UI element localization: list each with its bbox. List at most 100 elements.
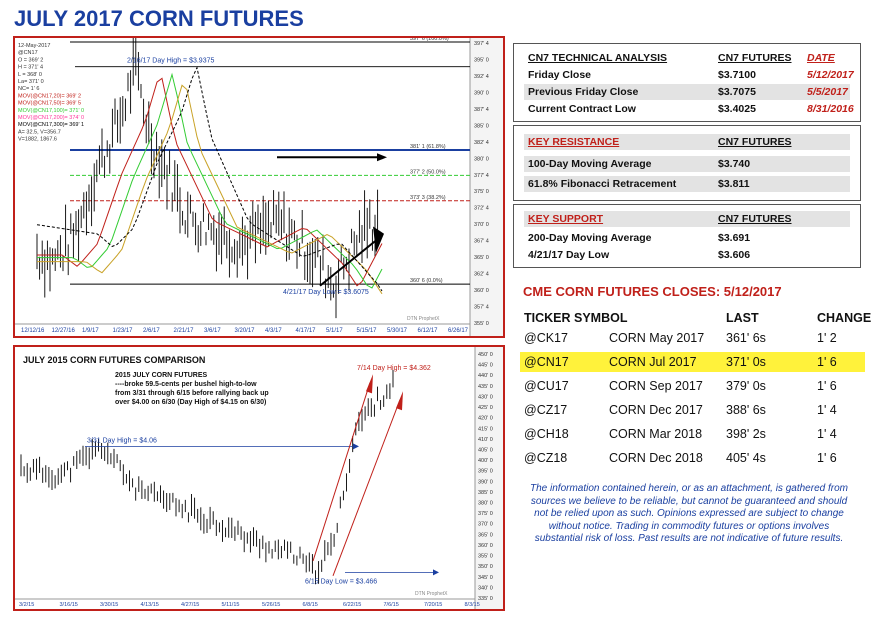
change-cell: 1' 4	[817, 427, 837, 441]
resistance-row: 100-Day Moving Average $3.740	[524, 156, 850, 172]
change-cell: 1' 6	[817, 355, 837, 369]
x-tick-label: 12/27/16	[52, 328, 76, 334]
tech-header-date: DATE	[807, 52, 835, 64]
y-tick-label: 405' 0	[478, 447, 493, 453]
last-cell: 371' 0s	[726, 355, 766, 369]
chart1-marks: 397' 4 395' 0 392' 4 390' 0 387' 4 385' 0 382'…	[15, 38, 503, 336]
support-row-value: $3.691	[718, 232, 751, 244]
low615-arrow	[433, 569, 439, 576]
y-tick-label: 410' 0	[478, 437, 493, 443]
channel-lower	[332, 399, 401, 576]
high331-annotation: 3/31 Day High = $4.06	[87, 437, 157, 444]
low-annotation: 4/21/17 Day Low = $3.6075	[283, 289, 369, 296]
key-support-panel: KEY SUPPORT CN7 FUTURES 200-Day Moving A…	[513, 204, 861, 268]
fib-label: 397' 6 (100.0%)	[410, 38, 449, 42]
support-row-value: $3.606	[718, 249, 751, 261]
y-tick-label: 385' 0	[474, 123, 489, 129]
x-tick-label: 3/30/15	[100, 602, 118, 608]
y-tick-label: 360' 0	[474, 288, 489, 294]
y-tick-label: 350' 0	[478, 564, 493, 570]
resistance-row-value: $3.811	[718, 178, 750, 190]
tech-row-date: 5/5/2017	[807, 86, 848, 98]
y-tick-label: 365' 0	[474, 255, 489, 261]
last-cell: 379' 0s	[726, 379, 766, 393]
low615-annotation: 6/15 Day Low = $3.466	[305, 578, 377, 585]
x-tick-label: 5/11/15	[222, 602, 240, 608]
ticker-cell: @CH18	[524, 427, 569, 441]
high331-arrow	[353, 443, 359, 450]
y-tick-label: 420' 0	[478, 416, 493, 422]
legend-entry: MOV(@CN17,100)= 371' 0	[18, 108, 84, 114]
contract-cell: CORN May 2017	[609, 331, 705, 345]
fib-label: 381' 1 (61.8%)	[410, 144, 446, 150]
fib-label: 377' 2 (50.0%)	[410, 169, 446, 175]
x-tick-label: 6/22/15	[343, 602, 361, 608]
y-tick-label: 390' 0	[478, 479, 493, 485]
x-tick-label: 4/27/15	[181, 602, 199, 608]
x-tick-label: 3/16/15	[60, 602, 78, 608]
legend-entry: MOV(@CN17,50)= 369' 5	[18, 101, 81, 107]
y-tick-label: 445' 0	[478, 363, 493, 369]
tech-row-label: Friday Close	[528, 69, 592, 81]
x-tick-label: 6/12/17	[418, 328, 439, 334]
tech-row: Friday Close $3.7100 5/12/2017	[524, 67, 854, 83]
tech-header: CN7 TECHNICAL ANALYSIS CN7 FUTURES DATE	[524, 50, 850, 66]
y-tick-label: 362' 4	[474, 272, 489, 278]
key-resistance-panel: KEY RESISTANCE CN7 FUTURES 100-Day Movin…	[513, 125, 861, 201]
y-axis-panel	[470, 38, 503, 336]
legend-entry: H = 371' 4	[18, 65, 43, 71]
x-tick-label: 1/23/17	[113, 328, 134, 334]
note-line: ----broke 59.5-cents per bushel high-to-…	[115, 381, 257, 388]
legend-entry: NC= 1' 6	[18, 86, 39, 92]
y-tick-label: 372' 4	[474, 206, 489, 212]
table-row: @CN17 CORN Jul 2017 371' 0s 1' 6	[520, 352, 865, 372]
resistance-row-value: $3.740	[718, 158, 751, 170]
support-header-label: KEY SUPPORT	[528, 213, 604, 225]
moving-average-line	[37, 77, 383, 287]
tech-row-value: $3.7100	[718, 69, 756, 81]
support-row: 200-Day Moving Average $3.691	[524, 230, 850, 246]
moving-average-line	[37, 72, 383, 289]
contract-cell: CORN Dec 2017	[609, 403, 703, 417]
triangle-top-arrow	[377, 153, 387, 162]
tech-row: Current Contract Low $3.4025 8/31/2016	[524, 101, 854, 117]
resistance-row-label: 100-Day Moving Average	[528, 158, 652, 170]
table-row: @CH18 CORN Mar 2018 398' 2s 1' 4	[520, 424, 865, 444]
y-tick-label: 395' 0	[474, 57, 489, 63]
contract-cell: CORN Sep 2017	[609, 379, 703, 393]
technical-analysis-panel: CN7 TECHNICAL ANALYSIS CN7 FUTURES DATE …	[513, 43, 861, 122]
last-cell: 361' 6s	[726, 331, 766, 345]
tech-row-date: 5/12/2017	[807, 69, 854, 81]
chart-jul2015: 450' 0 445' 0 440' 0 435' 0 430' 0 425' 0 420'…	[13, 345, 505, 611]
y-tick-label: 425' 0	[478, 405, 493, 411]
y-tick-label: 355' 0	[474, 321, 489, 327]
legend-entry: O = 369' 2	[18, 57, 43, 63]
contract-cell: CORN Jul 2017	[609, 355, 697, 369]
resistance-row: 61.8% Fibonacci Retracement $3.811	[524, 176, 850, 192]
support-row-label: 200-Day Moving Average	[528, 232, 652, 244]
tech-row-label: Previous Friday Close	[528, 86, 639, 98]
x-tick-label: 12/12/16	[21, 328, 45, 334]
y-axis-panel	[475, 347, 503, 609]
legend-entry: V=1882, 1867.6	[18, 137, 57, 143]
tech-row-date: 8/31/2016	[807, 103, 854, 115]
support-row-label: 4/21/17 Day Low	[528, 249, 610, 261]
closes-header-last: LAST	[726, 311, 759, 325]
closes-header: TICKER SYMBOL LAST CHANGE	[520, 308, 871, 328]
x-tick-label: 2/21/17	[174, 328, 195, 334]
y-tick-label: 370' 0	[478, 522, 493, 528]
closes-title: CME CORN FUTURES CLOSES: 5/12/2017	[523, 284, 782, 299]
ticker-cell: @CK17	[524, 331, 568, 345]
note-line: 2015 JULY CORN FUTURES	[115, 372, 208, 379]
x-tick-label: 7/6/15	[384, 602, 399, 608]
page-title: JULY 2017 CORN FUTURES	[14, 6, 304, 31]
y-tick-label: 387' 4	[474, 107, 489, 113]
y-tick-label: 377' 4	[474, 173, 489, 179]
y-tick-label: 375' 0	[474, 189, 489, 195]
x-tick-label: 3/20/17	[235, 328, 256, 334]
legend-entry: 12-May-2017	[18, 43, 50, 49]
x-tick-label: 5/15/17	[357, 328, 378, 334]
disclaimer-text: The information contained herein, or as …	[530, 483, 848, 544]
y-tick-label: 380' 0	[478, 501, 493, 507]
last-cell: 405' 4s	[726, 451, 766, 465]
